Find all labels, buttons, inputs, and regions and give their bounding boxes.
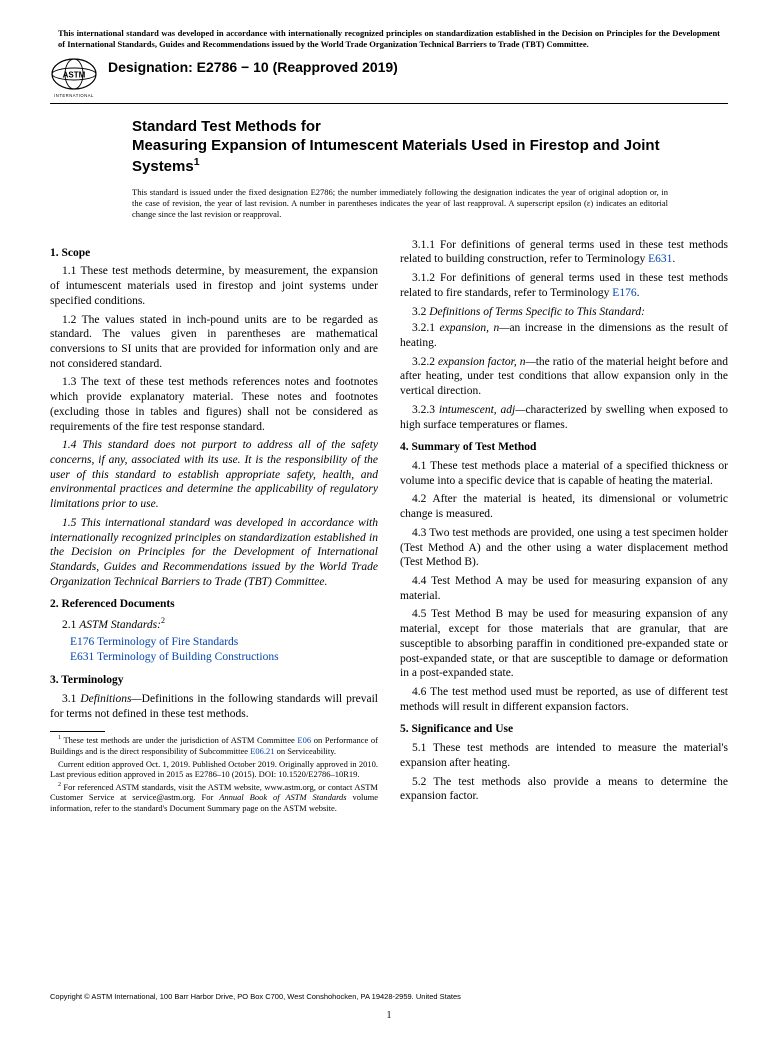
para-3-2-term: Definitions of Terms Specific to This St… <box>429 306 645 318</box>
para-5-2: 5.2 The test methods also provide a mean… <box>400 775 728 804</box>
astm-logo: ASTM INTERNATIONAL <box>50 57 98 99</box>
designation: Designation: E2786 − 10 (Reapproved 2019… <box>108 59 398 75</box>
body-columns: 1. Scope 1.1 These test methods determin… <box>50 238 728 814</box>
footnote-1: 1 These test methods are under the juris… <box>50 735 378 756</box>
para-3-2-2-lead: 3.2.2 <box>412 356 438 368</box>
para-4-6: 4.6 The test method used must be reporte… <box>400 685 728 714</box>
para-3-2-1-term: expansion, n— <box>439 322 509 334</box>
title-main: Measuring Expansion of Intumescent Mater… <box>132 137 698 177</box>
top-notice: This international standard was develope… <box>50 28 728 49</box>
ref-e176-code[interactable]: E176 <box>70 636 94 648</box>
para-3-2-1-lead: 3.2.1 <box>412 322 439 334</box>
section-4-head: 4. Summary of Test Method <box>400 440 728 455</box>
para-1-3: 1.3 The text of these test methods refer… <box>50 375 378 434</box>
para-1-2: 1.2 The values stated in inch-pound unit… <box>50 313 378 372</box>
para-5-1: 5.1 These test methods are intended to m… <box>400 741 728 770</box>
para-1-1: 1.1 These test methods determine, by mea… <box>50 264 378 308</box>
para-1-4: 1.4 This standard does not purport to ad… <box>50 438 378 512</box>
title-block: Standard Test Methods for Measuring Expa… <box>132 118 698 176</box>
para-3-1-1-b: . <box>672 253 675 265</box>
para-3-1-2-b: . <box>637 287 640 299</box>
section-3-head: 3. Terminology <box>50 673 378 688</box>
section-2-head: 2. Referenced Documents <box>50 597 378 612</box>
para-4-4: 4.4 Test Method A may be used for measur… <box>400 574 728 603</box>
title-prefix: Standard Test Methods for <box>132 118 698 137</box>
para-3-2-3-lead: 3.2.3 <box>412 404 439 416</box>
para-3-2-2: 3.2.2 expansion factor, n—the ratio of t… <box>400 355 728 399</box>
fn1-link1[interactable]: E06 <box>297 735 311 745</box>
title-main-text: Measuring Expansion of Intumescent Mater… <box>132 137 660 175</box>
svg-text:ASTM: ASTM <box>63 71 86 80</box>
ref-e631: E631 Terminology of Building Constructio… <box>70 650 378 665</box>
page-number: 1 <box>0 1010 778 1021</box>
para-3-1-1-link[interactable]: E631 <box>648 253 672 265</box>
para-3-1-1-a: 3.1.1 For definitions of general terms u… <box>400 239 728 266</box>
section-1-head: 1. Scope <box>50 246 378 261</box>
title-sup: 1 <box>194 156 200 168</box>
section-5-head: 5. Significance and Use <box>400 722 728 737</box>
para-3-2: 3.2 Definitions of Terms Specific to Thi… <box>400 305 728 320</box>
para-4-3: 4.3 Two test methods are provided, one u… <box>400 526 728 570</box>
para-3-2-1: 3.2.1 expansion, n—an increase in the di… <box>400 321 728 350</box>
copyright: Copyright © ASTM International, 100 Barr… <box>50 992 728 1001</box>
header-row: ASTM INTERNATIONAL Designation: E2786 − … <box>50 57 728 99</box>
para-3-1-1: 3.1.1 For definitions of general terms u… <box>400 238 728 267</box>
para-4-1: 4.1 These test methods place a material … <box>400 459 728 488</box>
footnote-2: 2 For referenced ASTM standards, visit t… <box>50 782 378 814</box>
footnote-1-p2: Current edition approved Oct. 1, 2019. P… <box>50 759 378 780</box>
issued-note: This standard is issued under the fixed … <box>132 187 668 220</box>
para-3-2-3-term: intumescent, adj— <box>439 404 526 416</box>
fn2-ital: Annual Book of ASTM Standards <box>219 792 346 802</box>
svg-text:INTERNATIONAL: INTERNATIONAL <box>54 93 94 98</box>
ref-e176: E176 Terminology of Fire Standards <box>70 635 378 650</box>
fn1-c: on Serviceability. <box>275 746 337 756</box>
para-3-1: 3.1 Definitions—Definitions in the follo… <box>50 692 378 721</box>
para-3-2-lead: 3.2 <box>412 306 429 318</box>
para-3-1-2-a: 3.1.2 For definitions of general terms u… <box>400 272 728 299</box>
para-2-1-lead: 2.1 <box>62 619 79 631</box>
header-rule <box>50 103 728 104</box>
para-4-5: 4.5 Test Method B may be used for measur… <box>400 607 728 681</box>
ref-e631-text[interactable]: Terminology of Building Constructions <box>94 651 278 663</box>
para-3-1-2: 3.1.2 For definitions of general terms u… <box>400 271 728 300</box>
fn1-a: These test methods are under the jurisdi… <box>61 735 297 745</box>
para-3-1-term: Definitions— <box>80 693 141 705</box>
para-1-5: 1.5 This international standard was deve… <box>50 516 378 590</box>
para-2-1-label: ASTM Standards: <box>79 619 161 631</box>
para-3-1-2-link[interactable]: E176 <box>612 287 636 299</box>
fn1-link2[interactable]: E06.21 <box>250 746 274 756</box>
para-4-2: 4.2 After the material is heated, its di… <box>400 492 728 521</box>
footnotes: 1 These test methods are under the juris… <box>50 731 378 813</box>
ref-e631-code[interactable]: E631 <box>70 651 94 663</box>
para-2-1-sup: 2 <box>161 616 165 625</box>
para-3-2-2-term: expansion factor, n— <box>438 356 536 368</box>
para-3-1-lead: 3.1 <box>62 693 80 705</box>
para-2-1: 2.1 ASTM Standards:2 <box>50 616 378 633</box>
ref-e176-text[interactable]: Terminology of Fire Standards <box>94 636 238 648</box>
para-3-2-3: 3.2.3 intumescent, adj—characterized by … <box>400 403 728 432</box>
